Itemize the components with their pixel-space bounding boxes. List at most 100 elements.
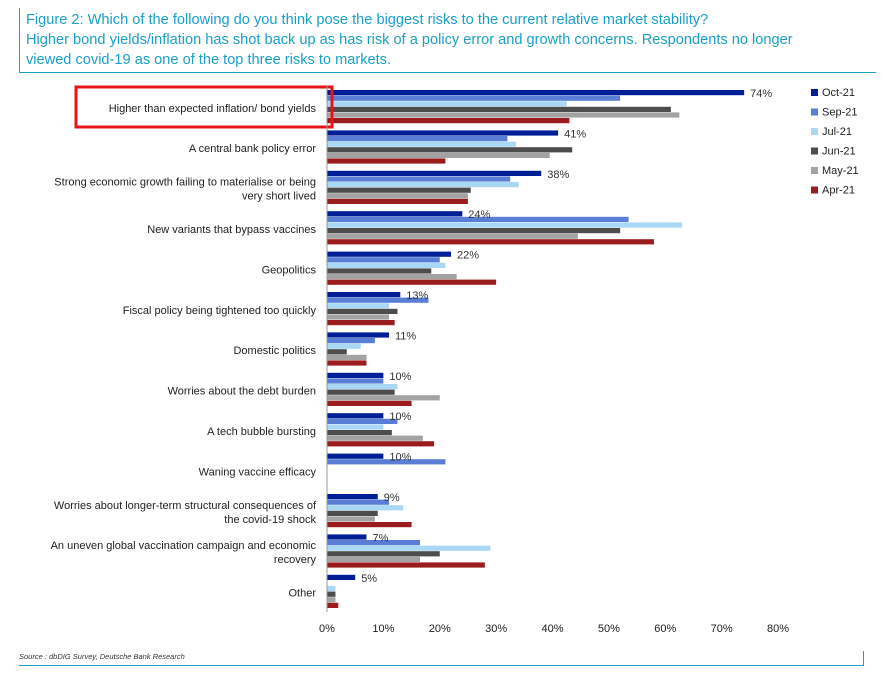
- bar-oct-21-5: [327, 292, 401, 298]
- bar-apr-21-6: [327, 360, 367, 366]
- category-label-0: Higher than expected inflation/ bond yie…: [109, 103, 317, 115]
- category-label-3: New variants that bypass vaccines: [147, 224, 316, 236]
- data-label-2: 38%: [547, 169, 569, 181]
- bar-may-21-10: [327, 516, 375, 522]
- bar-apr-21-2: [327, 198, 468, 204]
- bar-sep-21-6: [327, 338, 375, 344]
- title-line-1: Figure 2: Which of the following do you …: [26, 12, 709, 28]
- bar-jul-21-10: [327, 505, 404, 511]
- bar-oct-21-8: [327, 413, 384, 419]
- bar-jun-21-6: [327, 349, 347, 355]
- data-label-8: 10%: [389, 411, 411, 423]
- bar-jun-21-12: [327, 591, 336, 597]
- bar-jun-21-8: [327, 430, 392, 436]
- bar-jul-21-4: [327, 262, 446, 268]
- bar-may-21-1: [327, 152, 550, 158]
- bar-jul-21-12: [327, 586, 336, 592]
- legend-swatch-oct-21: [811, 89, 818, 96]
- bar-sep-21-3: [327, 216, 629, 222]
- bar-jul-21-11: [327, 545, 491, 551]
- legend-swatch-may-21: [811, 167, 818, 174]
- bar-may-21-6: [327, 354, 367, 360]
- bar-may-21-2: [327, 193, 468, 199]
- bar-jul-21-6: [327, 343, 361, 349]
- bar-jun-21-5: [327, 308, 398, 314]
- bar-may-21-12: [327, 597, 336, 603]
- data-label-3: 24%: [468, 209, 490, 221]
- x-tick-label-3: 30%: [485, 623, 507, 635]
- bar-jul-21-3: [327, 222, 683, 228]
- bar-jun-21-0: [327, 106, 671, 112]
- bar-may-21-5: [327, 314, 390, 320]
- category-label-10-line-1: the covid-19 shock: [224, 514, 316, 526]
- bar-apr-21-8: [327, 441, 435, 447]
- legend-label-sep-21: Sep-21: [822, 107, 857, 119]
- source-note: Source : dbDIG Survey, Deutsche Bank Res…: [19, 652, 185, 661]
- legend-swatch-sep-21: [811, 108, 818, 116]
- x-tick-label-5: 50%: [598, 623, 620, 635]
- bar-sep-21-4: [327, 257, 440, 263]
- highlight-box: [74, 85, 334, 129]
- x-tick-label-8: 80%: [767, 623, 789, 635]
- bar-jul-21-0: [327, 101, 567, 107]
- bar-sep-21-7: [327, 378, 384, 384]
- bar-jul-21-2: [327, 182, 519, 188]
- title-line-2: Higher bond yields/inflation has shot ba…: [26, 32, 793, 48]
- bar-apr-21-4: [327, 279, 497, 285]
- bar-oct-21-6: [327, 332, 390, 338]
- legend-label-jul-21: Jul-21: [822, 126, 852, 138]
- bar-oct-21-11: [327, 534, 367, 540]
- bar-may-21-0: [327, 112, 680, 118]
- category-label-9: Waning vaccine efficacy: [199, 466, 317, 478]
- footer-rule-tick: [863, 651, 864, 666]
- data-label-10: 9%: [384, 492, 400, 504]
- bar-oct-21-4: [327, 251, 452, 257]
- data-label-1: 41%: [564, 128, 586, 140]
- bar-jul-21-5: [327, 303, 390, 309]
- legend-swatch-apr-21: [811, 186, 818, 194]
- bar-oct-21-10: [327, 494, 378, 500]
- bar-jun-21-3: [327, 228, 621, 234]
- bar-apr-21-0: [327, 118, 570, 124]
- category-label-2-line-1: very short lived: [242, 191, 316, 203]
- data-label-5: 13%: [406, 290, 428, 302]
- data-label-11: 7%: [372, 532, 388, 544]
- data-label-12: 5%: [361, 573, 377, 585]
- category-label-4: Geopolitics: [262, 264, 317, 276]
- bar-sep-21-1: [327, 136, 508, 142]
- bar-oct-21-7: [327, 372, 384, 378]
- bar-jul-21-1: [327, 141, 516, 147]
- data-label-9: 10%: [389, 452, 411, 464]
- category-label-11-line-1: recovery: [274, 554, 317, 566]
- legend-label-may-21: May-21: [822, 165, 859, 177]
- bar-apr-21-5: [327, 320, 395, 326]
- footer-rule: [19, 665, 864, 666]
- bar-oct-21-3: [327, 211, 463, 217]
- bar-chart: 74% Higher than expected inflation/ bond …: [51, 85, 859, 635]
- figure-title: Figure 2: Which of the following do you …: [19, 8, 876, 73]
- bar-apr-21-12: [327, 602, 339, 608]
- x-tick-label-7: 70%: [711, 623, 733, 635]
- legend-label-oct-21: Oct-21: [822, 87, 855, 99]
- x-tick-label-2: 20%: [429, 623, 451, 635]
- bar-jun-21-1: [327, 147, 573, 153]
- legend-swatch-jul-21: [811, 128, 818, 135]
- category-label-12: Other: [288, 588, 316, 600]
- bar-apr-21-7: [327, 400, 412, 406]
- category-label-11: An uneven global vaccination campaign an…: [51, 540, 317, 552]
- bar-apr-21-10: [327, 522, 412, 528]
- bar-may-21-7: [327, 395, 440, 401]
- bar-oct-21-0: [327, 90, 745, 96]
- bar-may-21-3: [327, 233, 578, 239]
- bar-sep-21-0: [327, 95, 621, 101]
- bar-sep-21-5: [327, 297, 429, 303]
- x-tick-label-4: 40%: [541, 623, 563, 635]
- x-tick-label-1: 10%: [372, 623, 394, 635]
- category-label-10: Worries about longer-term structural con…: [54, 500, 317, 512]
- bar-oct-21-2: [327, 170, 542, 176]
- bar-jul-21-8: [327, 424, 384, 430]
- bar-may-21-4: [327, 274, 457, 280]
- bar-sep-21-2: [327, 176, 511, 182]
- bar-sep-21-10: [327, 499, 390, 505]
